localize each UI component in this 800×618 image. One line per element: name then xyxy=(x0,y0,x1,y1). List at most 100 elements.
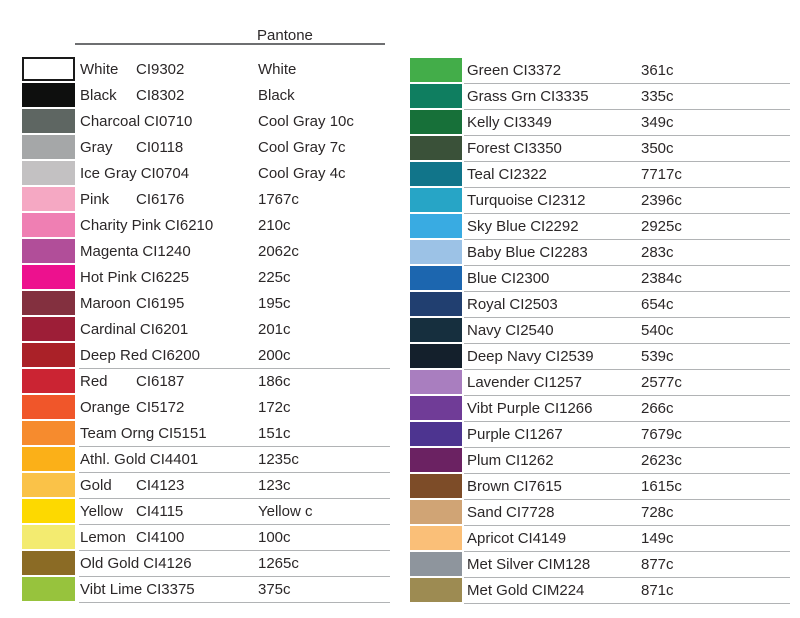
color-code-label: CI4100 xyxy=(136,529,185,546)
color-labels: Black CI8302 Black xyxy=(80,84,390,108)
color-code-label: CI7615 xyxy=(513,478,562,495)
pantone-value: White xyxy=(258,61,297,78)
row-divider xyxy=(79,472,390,473)
color-name-label: Red xyxy=(80,373,108,390)
color-swatch xyxy=(410,240,462,264)
color-row: Purple CI1267 7679c xyxy=(410,422,790,448)
pantone-value: 2577c xyxy=(641,374,682,391)
color-row: Orange CI5172 172c xyxy=(22,395,390,421)
color-labels: Baby Blue CI2283 283c xyxy=(467,241,790,265)
row-divider xyxy=(464,239,790,240)
color-labels: Brown CI7615 1615c xyxy=(467,475,790,499)
row-divider xyxy=(464,343,790,344)
color-name-label: Deep Red xyxy=(80,347,148,364)
color-name-label: Plum xyxy=(467,452,502,469)
color-swatch xyxy=(410,266,462,290)
color-swatch xyxy=(410,552,462,576)
color-code-label: CI6210 xyxy=(164,217,214,234)
color-name-label: Gray xyxy=(80,139,113,156)
color-code-label: CI0118 xyxy=(136,139,184,156)
color-row: Turquoise CI2312 2396c xyxy=(410,188,790,214)
color-name-label: Grass Grn xyxy=(467,88,537,105)
color-row: Met Gold CIM224 871c xyxy=(410,578,790,604)
color-swatch xyxy=(22,317,75,341)
pantone-value: 210c xyxy=(258,217,291,234)
color-name-label: Black xyxy=(80,87,117,104)
row-divider xyxy=(464,213,790,214)
pantone-value: Yellow c xyxy=(258,503,313,520)
color-swatch xyxy=(22,577,75,601)
pantone-value: 349c xyxy=(641,114,674,131)
pantone-value: 654c xyxy=(641,296,674,313)
color-code-label: CI1240 xyxy=(142,243,191,260)
row-divider xyxy=(464,395,790,396)
color-code-label: CI2322 xyxy=(498,166,547,183)
color-code-label: CI3335 xyxy=(540,88,589,105)
color-labels: Met Gold CIM224 871c xyxy=(467,579,790,603)
color-labels: Vibt Lime CI3375 375c xyxy=(80,578,390,602)
color-swatch xyxy=(22,239,75,263)
color-code-label: CI2300 xyxy=(501,270,550,287)
pantone-value: 2925c xyxy=(641,218,682,235)
pantone-value: 728c xyxy=(641,504,674,521)
pantone-value: 7679c xyxy=(641,426,682,443)
color-swatch xyxy=(22,161,75,185)
pantone-value: 1265c xyxy=(258,555,299,572)
color-row: Deep Navy CI2539 539c xyxy=(410,344,790,370)
pantone-value: 100c xyxy=(258,529,291,546)
color-row: Charity Pink CI6210 210c xyxy=(22,213,390,239)
color-code-label: CI3349 xyxy=(503,114,552,131)
color-labels: Teal CI2322 7717c xyxy=(467,163,790,187)
color-code-label: CI0710 xyxy=(144,113,193,130)
color-name-label: Cardinal xyxy=(80,321,136,338)
pantone-value: 350c xyxy=(641,140,674,157)
color-labels: Ice Gray CI0704 Cool Gray 4c xyxy=(80,162,390,186)
pantone-value: 2623c xyxy=(641,452,682,469)
color-name-label: Navy xyxy=(467,322,502,339)
color-labels: Sand CI7728 728c xyxy=(467,501,790,525)
color-swatch xyxy=(22,343,75,367)
color-row: Cardinal CI6201 201c xyxy=(22,317,390,343)
color-swatch xyxy=(22,551,75,575)
color-labels: Grass Grn CI3335 335c xyxy=(467,85,790,109)
color-code-label: CI3372 xyxy=(512,62,562,79)
color-name-label: Charity Pink xyxy=(80,217,161,234)
color-code-label: CI6201 xyxy=(139,321,189,338)
color-labels: Green CI3372 361c xyxy=(467,59,790,83)
pantone-value: Cool Gray 10c xyxy=(258,113,354,130)
row-divider xyxy=(464,499,790,500)
color-row: Deep Red CI6200 200c xyxy=(22,343,390,369)
color-name-label: Kelly xyxy=(467,114,500,131)
row-divider xyxy=(79,446,390,447)
color-name-label: Pink xyxy=(80,191,110,208)
color-labels: Purple CI1267 7679c xyxy=(467,423,790,447)
pantone-value: 186c xyxy=(258,373,291,390)
color-swatch xyxy=(22,83,75,107)
pantone-value: Cool Gray 7c xyxy=(258,139,346,156)
color-labels: Red CI6187 186c xyxy=(80,370,390,394)
color-name-label: Brown xyxy=(467,478,510,495)
color-name-label: Blue xyxy=(467,270,498,287)
color-code-label: CI6225 xyxy=(140,269,190,286)
pantone-value: Black xyxy=(258,87,295,104)
color-labels: Hot Pink CI6225 225c xyxy=(80,266,390,290)
color-labels: Kelly CI3349 349c xyxy=(467,111,790,135)
color-code-label: CI3350 xyxy=(513,140,562,157)
row-divider xyxy=(464,577,790,578)
color-code-label: CI1266 xyxy=(544,400,593,417)
row-divider xyxy=(464,317,790,318)
color-code-label: CI0704 xyxy=(140,165,190,182)
color-name-label: Met Gold xyxy=(467,582,528,599)
color-name-label: Gold xyxy=(80,477,112,494)
color-name-label: Sky Blue xyxy=(467,218,527,235)
color-name-label: Old Gold xyxy=(80,555,140,572)
color-swatch xyxy=(22,187,75,211)
color-row: Sand CI7728 728c xyxy=(410,500,790,526)
color-labels: Yellow CI4115 Yellow c xyxy=(80,500,390,524)
pantone-value: Cool Gray 4c xyxy=(258,165,346,182)
color-name-label: Vibt Purple xyxy=(467,400,541,417)
row-divider xyxy=(464,109,790,110)
row-divider xyxy=(464,551,790,552)
row-divider xyxy=(464,473,790,474)
